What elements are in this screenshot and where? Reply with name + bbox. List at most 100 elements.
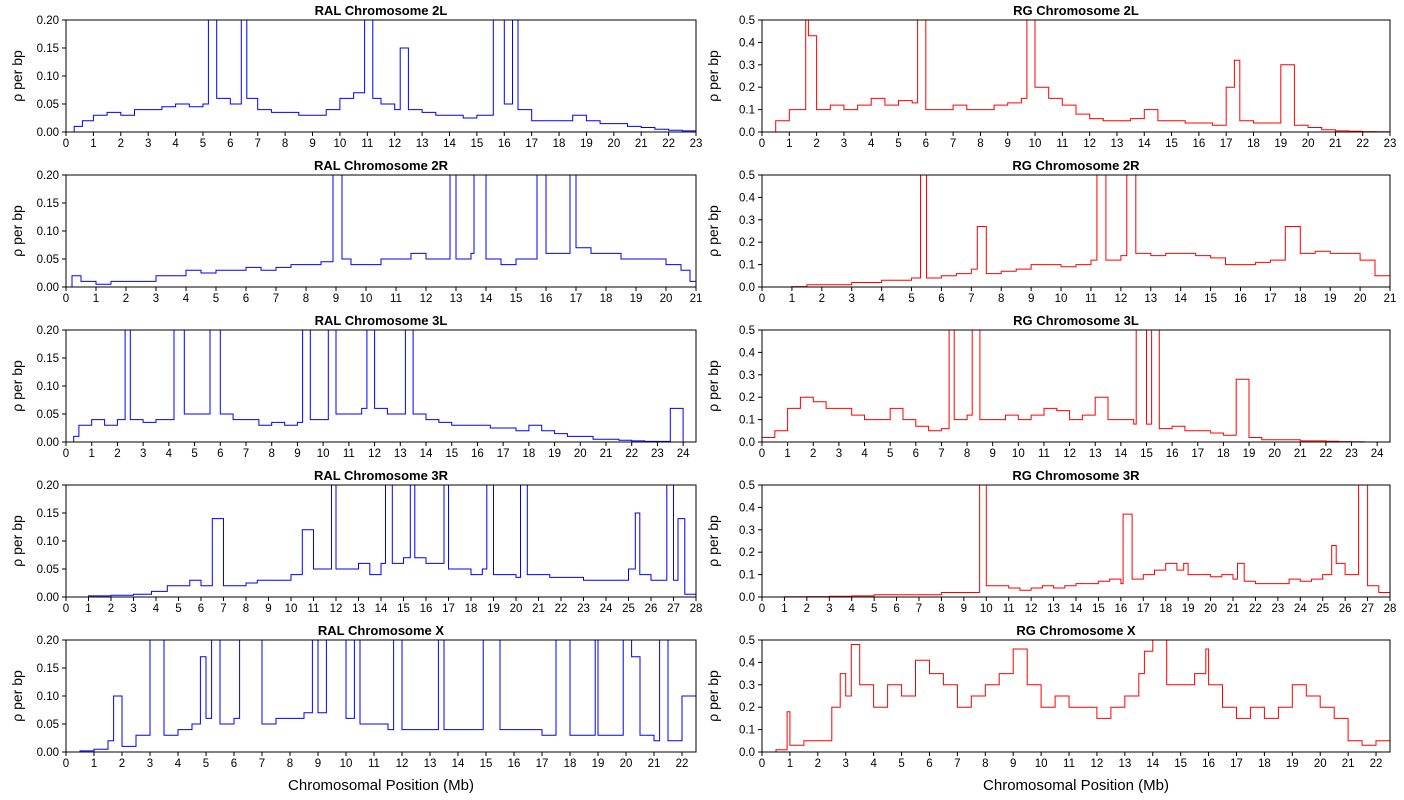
chart-9-x-tick-label: 12: [396, 758, 409, 770]
chart-10-y-tick-label: 0.3: [739, 680, 755, 692]
chart-9: RAL Chromosome X ρ per bp 0.00 0.05 0.10 0.15…: [9, 623, 697, 770]
chart-7: RAL Chromosome 3R ρ per bp 0.00 0.05 0.10 0.1…: [9, 468, 702, 615]
chart-3-y-tick-label: 0.20: [37, 170, 59, 182]
chart-4-y-tick-label: 0.5: [739, 170, 755, 182]
chart-7-x-tick-label: 20: [510, 603, 523, 615]
chart-3-x-tick-label: 11: [390, 293, 402, 305]
chart-4-x-tick-label: 0: [759, 293, 765, 305]
chart-8-x-tick-label: 4: [849, 603, 856, 615]
chart-10-plot-frame: [761, 639, 1391, 753]
chart-8-x-tick-label: 2: [804, 603, 810, 615]
chart-10-x-tick-label: 18: [1258, 758, 1271, 770]
chart-5-title: RAL Chromosome 3L: [315, 313, 448, 328]
chart-2-plot-frame: [761, 19, 1391, 133]
chart-7-x-tick-label: 11: [308, 603, 320, 615]
chart-7-x-tick-label: 7: [220, 603, 226, 615]
chart-5-y-tick-label: 0.00: [37, 437, 59, 449]
chart-9-y-tick-label: 0.00: [37, 747, 59, 759]
chart-5-x-tick-label: 17: [497, 448, 510, 460]
chart-7-x-tick-label: 15: [397, 603, 410, 615]
chart-4-x-tick-label: 14: [1174, 293, 1187, 305]
chart-7-x-tick-label: 19: [487, 603, 500, 615]
chart-8-title: RG Chromosome 3R: [1012, 468, 1140, 483]
chart-1: RAL Chromosome 2L ρ per bp 0.00 0.05 0.10 0.1…: [9, 3, 702, 150]
chart-9-x-tick-label: 13: [424, 758, 437, 770]
chart-7-x-tick-label: 25: [622, 603, 635, 615]
chart-2-x-tick-label: 12: [1083, 138, 1096, 150]
chart-5: RAL Chromosome 3L ρ per bp 0.00 0.05 0.10 0.1…: [9, 313, 697, 460]
chart-7-y-tick-label: 0.20: [37, 480, 59, 492]
chart-1-x-tick-label: 20: [607, 138, 620, 150]
chart-2-title: RG Chromosome 2L: [1013, 3, 1139, 18]
chart-8-x-tick-label: 21: [1227, 603, 1240, 615]
chart-2-x-tick-label: 4: [868, 138, 875, 150]
chart-1-x-tick-label: 7: [255, 138, 261, 150]
chart-1-x-tick-label: 21: [635, 138, 648, 150]
chart-3-x-tick-label: 4: [183, 293, 190, 305]
chart-3-x-tick-label: 3: [153, 293, 159, 305]
chart-3-x-tick-label: 10: [360, 293, 373, 305]
chart-4-x-tick-label: 17: [1264, 293, 1277, 305]
chart-5-y-axis-label: ρ per bp: [9, 360, 25, 412]
chart-7-x-tick-label: 5: [175, 603, 181, 615]
chart-5-x-tick-label: 4: [166, 448, 173, 460]
chart-1-x-tick-label: 5: [200, 138, 206, 150]
chart-1-x-tick-label: 16: [498, 138, 511, 150]
chart-4-x-tick-label: 6: [938, 293, 944, 305]
chart-2-y-tick-label: 0.4: [739, 37, 756, 49]
chart-2-x-tick-label: 18: [1247, 138, 1260, 150]
chart-1-x-tick-label: 4: [172, 138, 179, 150]
chart-7-y-axis-label: ρ per bp: [9, 515, 25, 567]
chart-4-x-tick-label: 15: [1204, 293, 1217, 305]
chart-7-x-tick-label: 24: [600, 603, 613, 615]
chart-6-x-tick-label: 4: [861, 448, 868, 460]
chart-4-x-tick-label: 7: [968, 293, 974, 305]
chart-6-x-tick-label: 9: [989, 448, 995, 460]
chart-5-x-tick-label: 23: [651, 448, 664, 460]
chart-7-x-tick-label: 27: [667, 603, 680, 615]
chart-5-x-tick-label: 9: [294, 448, 300, 460]
chart-7-y-tick-label: 0.05: [37, 564, 59, 576]
chart-3: RAL Chromosome 2R ρ per bp 0.00 0.05 0.10 0.1…: [9, 158, 702, 305]
chart-1-x-tick-label: 3: [145, 138, 151, 150]
chart-2-y-tick-label: 0.5: [739, 15, 755, 27]
chart-5-plot-frame: [65, 329, 697, 443]
chart-8-y-tick-label: 0.5: [739, 480, 755, 492]
chart-2-x-tick-label: 17: [1220, 138, 1233, 150]
chart-8-plot-frame: [761, 484, 1391, 598]
chart-2-x-tick-label: 0: [759, 138, 765, 150]
chart-8-x-tick-label: 11: [1003, 603, 1015, 615]
chart-8-x-tick-label: 26: [1339, 603, 1352, 615]
chart-5-x-tick-label: 13: [394, 448, 407, 460]
chart-4-x-tick-label: 16: [1234, 293, 1247, 305]
chart-10-x-tick-label: 16: [1202, 758, 1215, 770]
chart-10-x-tick-label: 19: [1286, 758, 1299, 770]
chart-7-y-tick-label: 0.15: [37, 508, 59, 520]
panels: RAL Chromosome 2Lρ per bp0.000.050.100.1…: [9, 3, 1396, 770]
chart-3-x-tick-label: 17: [570, 293, 583, 305]
chart-10-x-tick-label: 8: [982, 758, 988, 770]
chart-4-x-tick-label: 8: [998, 293, 1004, 305]
chart-5-series-line: [66, 329, 696, 443]
chart-1-x-tick-label: 8: [282, 138, 288, 150]
chart-5-x-tick-label: 0: [63, 448, 69, 460]
chart-3-x-tick-label: 9: [333, 293, 339, 305]
chart-8-x-tick-label: 14: [1070, 603, 1083, 615]
chart-1-y-tick-label: 0.10: [37, 71, 59, 83]
chart-3-y-tick-label: 0.15: [37, 198, 59, 210]
chart-10-x-tick-label: 2: [815, 758, 821, 770]
chart-6-x-tick-label: 7: [938, 448, 944, 460]
chart-1-x-tick-label: 17: [525, 138, 538, 150]
chart-8-x-tick-label: 1: [781, 603, 787, 615]
chart-10-series-line: [762, 639, 1391, 753]
chart-10-x-tick-label: 1: [787, 758, 793, 770]
chart-2-x-tick-label: 22: [1356, 138, 1369, 150]
chart-6-y-tick-label: 0.3: [739, 370, 755, 382]
chart-1-y-axis-label: ρ per bp: [9, 50, 25, 102]
chart-8-x-tick-label: 16: [1114, 603, 1127, 615]
chart-2-y-tick-label: 0.0: [739, 127, 755, 139]
chart-5-x-tick-label: 1: [89, 448, 95, 460]
chart-3-x-tick-label: 13: [450, 293, 463, 305]
chart-7-x-tick-label: 2: [108, 603, 114, 615]
chart-2-x-tick-label: 5: [895, 138, 901, 150]
